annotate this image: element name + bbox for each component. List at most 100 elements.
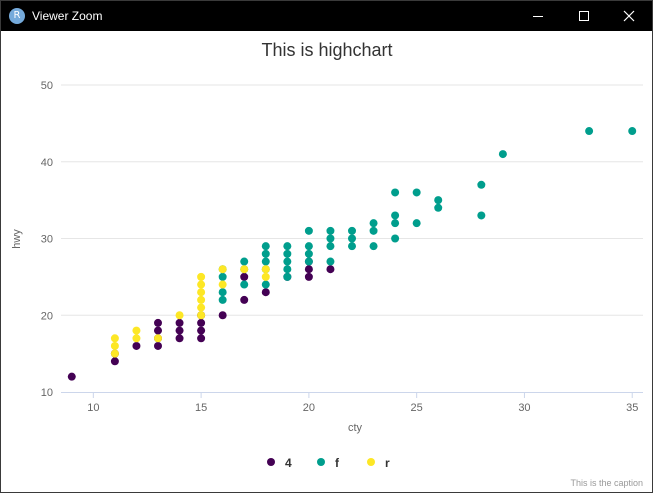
data-point — [132, 334, 141, 343]
series-f — [218, 127, 637, 304]
maximize-icon — [579, 11, 589, 21]
close-icon — [623, 10, 635, 22]
data-point — [628, 127, 637, 136]
window-title: Viewer Zoom — [32, 9, 103, 23]
x-tick-label: 35 — [626, 402, 638, 414]
data-point — [261, 242, 270, 251]
data-point — [369, 219, 378, 228]
data-point — [477, 180, 486, 189]
data-point — [197, 295, 206, 304]
x-tick-label: 10 — [87, 402, 99, 414]
data-point — [240, 295, 249, 304]
data-point — [261, 288, 270, 297]
data-point — [175, 311, 184, 320]
data-point — [261, 280, 270, 289]
chart-container: This is highchart 10 20 30 40 50 10 15 20 25 30 3… — [1, 31, 652, 492]
scatter-chart: This is highchart 10 20 30 40 50 10 15 20 25 30 3… — [11, 40, 643, 470]
data-point — [391, 234, 400, 243]
data-point — [110, 349, 119, 358]
data-point — [304, 272, 313, 281]
data-point — [261, 272, 270, 281]
data-point — [218, 265, 227, 274]
data-point — [197, 334, 206, 343]
chart-legend: 4 f r — [267, 456, 390, 470]
data-point — [261, 249, 270, 258]
y-tick-label: 30 — [41, 234, 53, 246]
data-point — [283, 265, 292, 274]
data-point — [434, 196, 443, 205]
data-point — [283, 272, 292, 281]
data-point — [585, 127, 594, 136]
close-button[interactable] — [606, 1, 652, 31]
data-point — [197, 318, 206, 327]
data-point — [369, 242, 378, 251]
data-point — [175, 318, 184, 327]
data-point — [304, 265, 313, 274]
title-bar[interactable]: R Viewer Zoom — [1, 1, 652, 31]
y-tick-label: 20 — [41, 310, 53, 322]
legend-label: f — [335, 456, 340, 470]
data-point — [240, 257, 249, 266]
series-r — [110, 265, 270, 358]
data-point — [498, 150, 507, 159]
data-point — [412, 188, 421, 197]
data-point — [477, 211, 486, 220]
data-point — [218, 272, 227, 281]
data-point — [283, 242, 292, 251]
y-tick-label: 40 — [41, 157, 53, 169]
data-point — [110, 334, 119, 343]
x-axis: 10 15 20 25 30 35 — [61, 392, 643, 414]
legend-label: 4 — [285, 456, 292, 470]
data-point — [348, 242, 356, 251]
data-point — [348, 234, 356, 243]
data-point — [218, 288, 227, 297]
data-point — [240, 265, 249, 274]
minimize-button[interactable] — [515, 1, 561, 31]
data-point — [348, 226, 356, 235]
grid-lines — [61, 84, 643, 316]
data-point — [197, 272, 206, 281]
legend-label: r — [385, 456, 390, 470]
data-point — [326, 257, 335, 266]
y-tick-label: 10 — [41, 387, 53, 399]
data-point — [175, 326, 184, 335]
minimize-icon — [533, 16, 543, 17]
data-point — [154, 334, 162, 343]
data-point — [261, 265, 270, 274]
data-point — [132, 341, 141, 350]
data-point — [304, 249, 313, 258]
data-point — [154, 341, 162, 350]
data-point — [110, 341, 119, 350]
data-point — [175, 334, 184, 343]
maximize-button[interactable] — [561, 1, 607, 31]
y-tick-label: 50 — [41, 80, 53, 92]
y-axis-ticks: 10 20 30 40 50 — [41, 80, 53, 399]
data-point — [304, 257, 313, 266]
data-points — [67, 127, 637, 381]
data-point — [197, 326, 206, 335]
x-axis-label: cty — [348, 422, 363, 434]
x-tick-label: 20 — [303, 402, 315, 414]
y-axis-label: hwy — [11, 229, 23, 249]
x-tick-label: 30 — [518, 402, 530, 414]
data-point — [154, 318, 162, 327]
data-point — [132, 326, 141, 335]
legend-marker — [317, 458, 325, 466]
data-point — [240, 272, 249, 281]
data-point — [369, 226, 378, 235]
x-tick-label: 25 — [411, 402, 423, 414]
data-point — [304, 226, 313, 235]
data-point — [326, 234, 335, 243]
data-point — [391, 211, 400, 220]
legend-marker — [367, 458, 375, 466]
data-point — [197, 311, 206, 320]
data-point — [218, 311, 227, 320]
legend-marker — [267, 458, 275, 466]
data-point — [67, 372, 76, 381]
data-point — [412, 219, 421, 228]
data-point — [197, 280, 206, 289]
data-point — [326, 242, 335, 251]
data-point — [197, 288, 206, 297]
data-point — [240, 280, 249, 289]
